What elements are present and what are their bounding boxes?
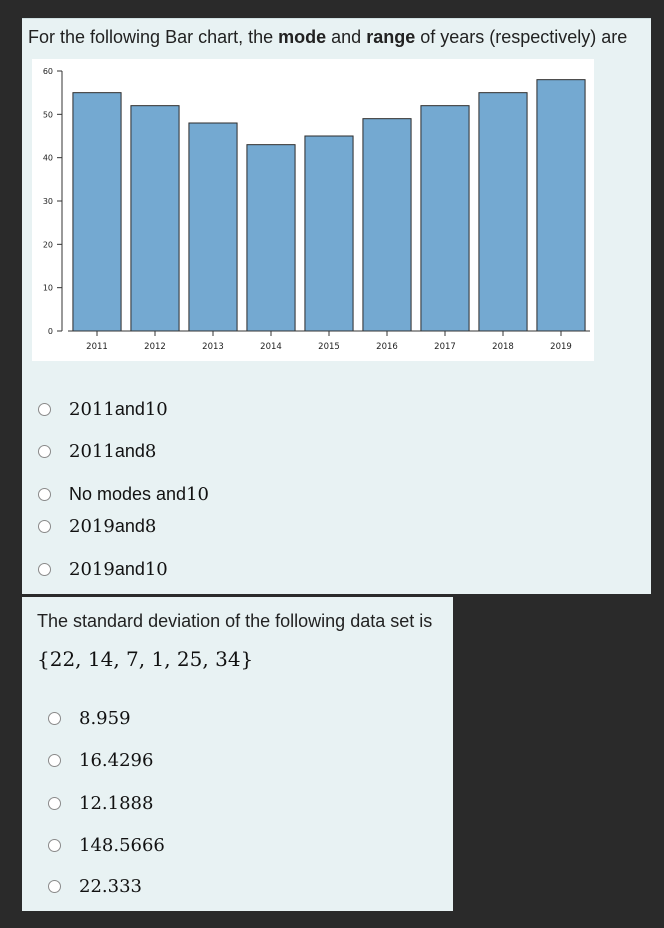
y-tick-label: 60 bbox=[43, 67, 53, 76]
x-tick-label: 2014 bbox=[260, 342, 282, 352]
y-tick-label: 30 bbox=[43, 197, 53, 206]
x-tick-label: 2013 bbox=[202, 342, 224, 352]
sd-option-1[interactable]: 8.959 bbox=[48, 708, 131, 729]
bar-2014 bbox=[246, 144, 296, 332]
radio-icon[interactable] bbox=[48, 839, 61, 852]
bar-2017 bbox=[420, 105, 470, 332]
option-2-2011-and-8[interactable]: 2011 and 8 bbox=[38, 441, 156, 462]
sd-option-5[interactable]: 22.333 bbox=[48, 876, 142, 897]
y-tick-label: 10 bbox=[43, 284, 53, 293]
bar-2015 bbox=[304, 135, 354, 332]
y-tick-label: 40 bbox=[43, 154, 53, 163]
y-tick-label: 50 bbox=[43, 110, 53, 119]
radio-icon[interactable] bbox=[38, 488, 51, 501]
option-5-2019-and-10[interactable]: 2019 and 10 bbox=[38, 559, 168, 580]
mode-emphasis: mode bbox=[278, 27, 327, 47]
radio-icon[interactable] bbox=[38, 563, 51, 576]
sd-option-2[interactable]: 16.4296 bbox=[48, 750, 153, 771]
bar-chart-svg: 0 10 20 30 40 50 60 2011 2012 2013 2014 2015 2016 201… bbox=[43, 67, 590, 352]
x-tick-label: 2015 bbox=[318, 342, 340, 352]
sd-option-4[interactable]: 148.5666 bbox=[48, 835, 165, 856]
bar-2019 bbox=[536, 79, 586, 332]
radio-icon[interactable] bbox=[38, 445, 51, 458]
range-emphasis: range bbox=[366, 27, 416, 47]
x-tick-label: 2019 bbox=[550, 342, 572, 352]
radio-icon[interactable] bbox=[38, 520, 51, 533]
y-tick-label: 20 bbox=[43, 240, 53, 249]
x-tick-label: 2016 bbox=[376, 342, 398, 352]
bar-2013 bbox=[188, 122, 238, 332]
radio-icon[interactable] bbox=[48, 754, 61, 767]
x-tick-label: 2012 bbox=[144, 342, 166, 352]
y-tick-label: 0 bbox=[48, 327, 53, 336]
bar-2011 bbox=[72, 92, 122, 332]
radio-icon[interactable] bbox=[38, 403, 51, 416]
question-2-title: The standard deviation of the following … bbox=[37, 611, 433, 631]
bar-2012 bbox=[130, 105, 180, 332]
radio-icon[interactable] bbox=[48, 880, 61, 893]
radio-icon[interactable] bbox=[48, 797, 61, 810]
option-3-no-modes-and-10[interactable]: No modes and 10 bbox=[38, 484, 209, 505]
option-4-2019-and-8[interactable]: 2019 and 8 bbox=[38, 516, 156, 537]
question-1-title: For the following Bar chart, the mode an… bbox=[28, 27, 628, 47]
bar-2018 bbox=[478, 92, 528, 332]
x-tick-label: 2011 bbox=[86, 342, 108, 352]
bar-chart: 0 10 20 30 40 50 60 2011 2012 2013 2014 2015 2016 201… bbox=[32, 59, 594, 361]
x-tick-label: 2017 bbox=[434, 342, 456, 352]
sd-option-3[interactable]: 12.1888 bbox=[48, 793, 153, 814]
option-1-2011-and-10[interactable]: 2011 and 10 bbox=[38, 399, 168, 420]
bar-2016 bbox=[362, 118, 412, 332]
radio-icon[interactable] bbox=[48, 712, 61, 725]
data-set-formula: {22, 14, 7, 1, 25, 34} bbox=[37, 647, 254, 671]
question-card-2: The standard deviation of the following … bbox=[22, 597, 453, 911]
question-card-1: For the following Bar chart, the mode an… bbox=[22, 18, 651, 594]
x-tick-label: 2018 bbox=[492, 342, 514, 352]
